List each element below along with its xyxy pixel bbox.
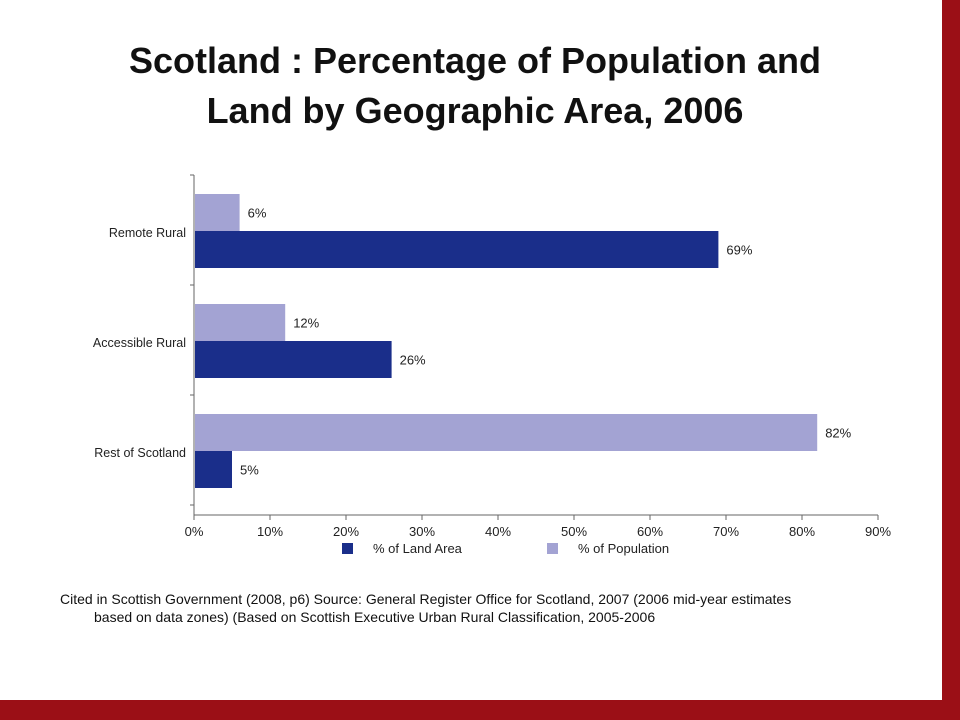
x-tick-label: 80% <box>789 524 815 539</box>
category-label: Rest of Scotland <box>94 446 186 460</box>
bar <box>195 341 392 378</box>
slide-frame-right <box>942 0 960 720</box>
source-caption: Cited in Scottish Government (2008, p6) … <box>60 590 920 626</box>
x-tick-label: 10% <box>257 524 283 539</box>
bar-value-label: 12% <box>293 316 319 331</box>
category-label: Remote Rural <box>109 226 186 240</box>
bar-value-label: 5% <box>240 463 259 478</box>
title-line-1: Scotland : Percentage of Population and <box>128 40 822 81</box>
x-tick-label: 50% <box>561 524 587 539</box>
title-line-2: Land by Geographic Area, 2006 <box>206 90 744 131</box>
x-tick-label: 40% <box>485 524 511 539</box>
category-label: Accessible Rural <box>93 336 186 350</box>
bar <box>195 414 818 451</box>
legend-swatch <box>547 543 558 554</box>
bar <box>195 231 719 268</box>
bar-value-label: 6% <box>248 206 267 221</box>
x-tick-label: 90% <box>865 524 891 539</box>
bar <box>195 451 232 488</box>
bar-value-label: 82% <box>825 426 851 441</box>
bar-chart: 0% 10% 20% 30% 40% 50% 60% 70% 80% 90% Remote Rura… <box>93 174 891 556</box>
bar <box>195 304 286 341</box>
slide-frame-bottom <box>0 700 960 720</box>
bar-value-label: 69% <box>726 243 752 258</box>
caption-line-1: Cited in Scottish Government (2008, p6) … <box>60 591 792 607</box>
bar <box>195 194 240 231</box>
x-tick-label: 60% <box>637 524 663 539</box>
x-tick-label: 0% <box>185 524 204 539</box>
page-title: Scotland : Percentage of Population and … <box>40 36 910 136</box>
bar-value-label: 26% <box>400 353 426 368</box>
x-tick-label: 20% <box>333 524 359 539</box>
caption-line-2: based on data zones) (Based on Scottish … <box>94 609 656 625</box>
x-tick-label: 70% <box>713 524 739 539</box>
legend-label: % of Population <box>578 541 669 556</box>
legend-swatch <box>342 543 353 554</box>
x-tick-label: 30% <box>409 524 435 539</box>
legend-label: % of Land Area <box>373 541 463 556</box>
